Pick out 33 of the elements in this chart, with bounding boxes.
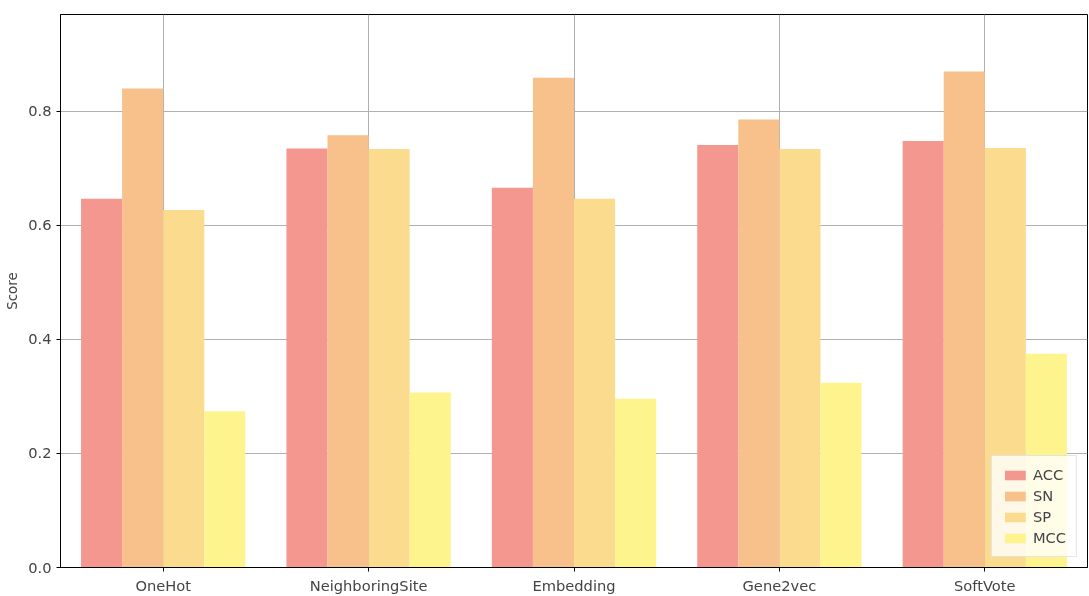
legend-label: ACC	[1032, 466, 1064, 483]
bar	[122, 88, 164, 568]
x-tick-label: NeighboringSite	[309, 576, 428, 594]
bar	[615, 398, 657, 568]
bar	[204, 411, 246, 568]
bar	[286, 148, 328, 568]
y-tick-label: 0.2	[28, 444, 52, 462]
y-tick-label: 0.4	[28, 330, 52, 348]
x-tick-label: SoftVote	[954, 576, 1016, 594]
bar	[779, 149, 821, 568]
x-tick-label: Gene2vec	[742, 576, 817, 594]
bar	[81, 198, 123, 568]
bar	[943, 71, 985, 568]
x-tick-label: Embedding	[532, 576, 616, 594]
y-tick-label: 0.6	[28, 216, 52, 234]
y-axis-title: Score	[5, 272, 21, 310]
bar	[697, 145, 739, 568]
bar	[902, 141, 944, 568]
x-tick-label: OneHot	[135, 576, 192, 594]
bar	[409, 392, 451, 568]
y-tick-label: 0.8	[28, 102, 52, 120]
y-tick-label: 0.0	[28, 558, 52, 576]
bar	[491, 187, 533, 568]
legend-label: SN	[1032, 487, 1054, 504]
bar	[368, 149, 410, 568]
bar	[820, 382, 862, 568]
bar	[574, 198, 616, 568]
bar	[163, 210, 205, 568]
legend-label: SP	[1032, 508, 1053, 525]
legend-label: MCC	[1032, 529, 1066, 546]
bar	[532, 77, 574, 568]
bar	[327, 135, 369, 568]
bar	[738, 119, 780, 568]
